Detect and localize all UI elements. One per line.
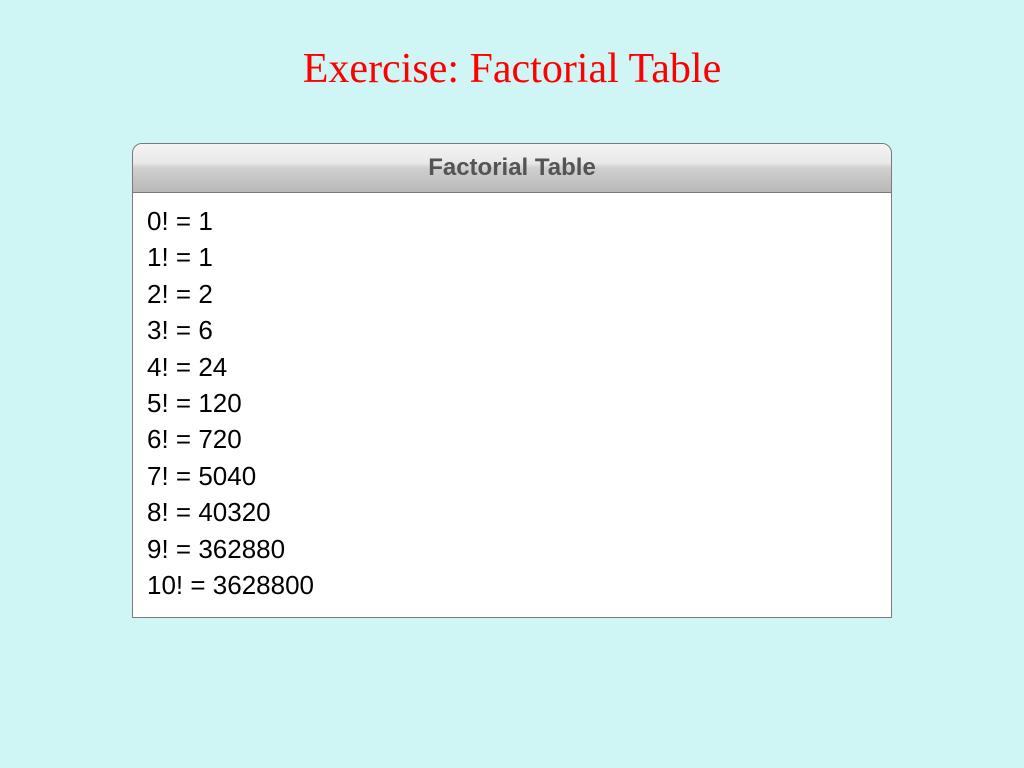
- factorial-line: 4! = 24: [147, 349, 877, 385]
- factorial-line: 9! = 362880: [147, 531, 877, 567]
- factorial-line: 7! = 5040: [147, 458, 877, 494]
- factorial-line: 10! = 3628800: [147, 567, 877, 603]
- window-titlebar: Factorial Table: [133, 144, 891, 193]
- factorial-line: 8! = 40320: [147, 494, 877, 530]
- window-title: Factorial Table: [428, 154, 596, 181]
- factorial-window: Factorial Table 0! = 1 1! = 1 2! = 2 3! …: [132, 143, 892, 618]
- factorial-line: 3! = 6: [147, 312, 877, 348]
- factorial-line: 1! = 1: [147, 239, 877, 275]
- window-content: 0! = 1 1! = 1 2! = 2 3! = 6 4! = 24 5! =…: [133, 193, 891, 617]
- factorial-line: 5! = 120: [147, 385, 877, 421]
- page-title: Exercise: Factorial Table: [0, 0, 1024, 143]
- factorial-line: 0! = 1: [147, 203, 877, 239]
- factorial-line: 6! = 720: [147, 421, 877, 457]
- factorial-line: 2! = 2: [147, 276, 877, 312]
